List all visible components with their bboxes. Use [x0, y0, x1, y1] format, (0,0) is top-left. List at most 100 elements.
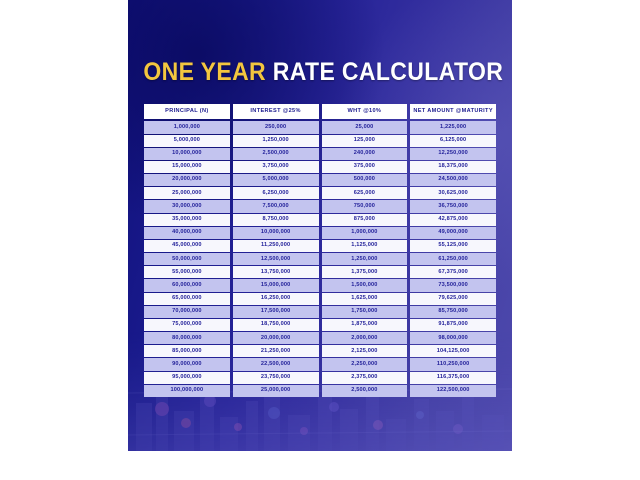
- table-row: 100,000,000 25,000,000 2,500,000 122,500…: [144, 384, 496, 397]
- cell-interest: 10,000,000: [232, 226, 319, 239]
- cell-net-amount: 91,875,000: [410, 318, 496, 332]
- cell-principal: 35,000,000: [144, 213, 230, 226]
- rate-table: PRINCIPAL (N) INTEREST @25% WHT @10% NET…: [144, 104, 496, 398]
- cell-net-amount: 104,125,000: [410, 345, 496, 358]
- cell-net-amount: 18,375,000: [410, 160, 496, 174]
- cell-wht: 1,000,000: [321, 226, 408, 239]
- table-row: 25,000,000 6,250,000 625,000 30,625,000: [144, 187, 496, 200]
- cell-net-amount: 30,625,000: [410, 187, 496, 200]
- cell-interest: 18,750,000: [232, 318, 319, 332]
- page-title-highlight: ONE YEAR: [143, 58, 267, 86]
- table-row: 40,000,000 10,000,000 1,000,000 49,000,0…: [144, 226, 496, 239]
- table-row: 20,000,000 5,000,000 500,000 24,500,000: [144, 174, 496, 187]
- cell-net-amount: 42,875,000: [410, 213, 496, 226]
- cell-net-amount: 110,250,000: [410, 358, 496, 371]
- table-row: 75,000,000 18,750,000 1,875,000 91,875,0…: [144, 318, 496, 332]
- page-title: ONE YEAR RATE CALCULATOR: [143, 58, 502, 86]
- cell-wht: 25,000: [321, 121, 408, 134]
- cell-interest: 11,250,000: [232, 239, 319, 253]
- cell-interest: 2,500,000: [232, 147, 319, 160]
- cell-wht: 500,000: [321, 174, 408, 187]
- cell-principal: 65,000,000: [144, 292, 230, 305]
- table-row: 90,000,000 22,500,000 2,250,000 110,250,…: [144, 358, 496, 371]
- table-row: 95,000,000 23,750,000 2,375,000 116,375,…: [144, 371, 496, 384]
- cell-wht: 875,000: [321, 213, 408, 226]
- cell-wht: 2,000,000: [321, 332, 408, 345]
- cell-net-amount: 67,375,000: [410, 266, 496, 279]
- cell-interest: 22,500,000: [232, 358, 319, 371]
- cell-principal: 55,000,000: [144, 266, 230, 279]
- table-row: 80,000,000 20,000,000 2,000,000 98,000,0…: [144, 332, 496, 345]
- column-header-wht: WHT @10%: [321, 104, 408, 120]
- cell-wht: 125,000: [321, 134, 408, 147]
- cell-principal: 30,000,000: [144, 200, 230, 213]
- cell-interest: 7,500,000: [232, 200, 319, 213]
- cell-interest: 12,500,000: [232, 253, 319, 266]
- cell-wht: 1,375,000: [321, 266, 408, 279]
- table-header-row: PRINCIPAL (N) INTEREST @25% WHT @10% NET…: [144, 104, 496, 120]
- cell-principal: 25,000,000: [144, 187, 230, 200]
- table-row: 65,000,000 16,250,000 1,625,000 79,625,0…: [144, 292, 496, 305]
- cell-principal: 95,000,000: [144, 371, 230, 384]
- cell-interest: 3,750,000: [232, 160, 319, 174]
- page-title-rest: RATE CALCULATOR: [272, 58, 504, 86]
- cell-interest: 1,250,000: [232, 134, 319, 147]
- cell-net-amount: 79,625,000: [410, 292, 496, 305]
- cell-wht: 2,375,000: [321, 371, 408, 384]
- cell-net-amount: 73,500,000: [410, 279, 496, 292]
- cell-net-amount: 24,500,000: [410, 174, 496, 187]
- cell-net-amount: 49,000,000: [410, 226, 496, 239]
- cell-interest: 250,000: [232, 121, 319, 134]
- cell-interest: 21,250,000: [232, 345, 319, 358]
- cell-wht: 2,500,000: [321, 384, 408, 397]
- cell-principal: 5,000,000: [144, 134, 230, 147]
- cell-net-amount: 98,000,000: [410, 332, 496, 345]
- cell-interest: 15,000,000: [232, 279, 319, 292]
- table-row: 55,000,000 13,750,000 1,375,000 67,375,0…: [144, 266, 496, 279]
- cell-principal: 90,000,000: [144, 358, 230, 371]
- cell-wht: 375,000: [321, 160, 408, 174]
- rate-calculator-poster: ONE YEAR RATE CALCULATOR PRINCIPAL (N) I…: [128, 0, 512, 451]
- cell-wht: 1,875,000: [321, 318, 408, 332]
- cell-wht: 1,750,000: [321, 305, 408, 318]
- cell-principal: 1,000,000: [144, 121, 230, 134]
- cell-interest: 20,000,000: [232, 332, 319, 345]
- table-row: 70,000,000 17,500,000 1,750,000 85,750,0…: [144, 305, 496, 318]
- cell-principal: 100,000,000: [144, 384, 230, 397]
- cell-interest: 17,500,000: [232, 305, 319, 318]
- cell-interest: 16,250,000: [232, 292, 319, 305]
- cell-wht: 1,125,000: [321, 239, 408, 253]
- table-row: 85,000,000 21,250,000 2,125,000 104,125,…: [144, 345, 496, 358]
- cell-principal: 85,000,000: [144, 345, 230, 358]
- table-row: 45,000,000 11,250,000 1,125,000 55,125,0…: [144, 239, 496, 253]
- cell-principal: 40,000,000: [144, 226, 230, 239]
- cell-principal: 10,000,000: [144, 147, 230, 160]
- column-header-net-amount: NET AMOUNT @MATURITY: [410, 104, 496, 120]
- column-header-principal: PRINCIPAL (N): [144, 104, 230, 120]
- table-row: 30,000,000 7,500,000 750,000 36,750,000: [144, 200, 496, 213]
- table-row: 50,000,000 12,500,000 1,250,000 61,250,0…: [144, 253, 496, 266]
- cell-principal: 50,000,000: [144, 253, 230, 266]
- cell-principal: 70,000,000: [144, 305, 230, 318]
- cell-principal: 60,000,000: [144, 279, 230, 292]
- table-row: 10,000,000 2,500,000 240,000 12,250,000: [144, 147, 496, 160]
- cell-net-amount: 12,250,000: [410, 147, 496, 160]
- cell-interest: 23,750,000: [232, 371, 319, 384]
- cell-net-amount: 36,750,000: [410, 200, 496, 213]
- table-row: 35,000,000 8,750,000 875,000 42,875,000: [144, 213, 496, 226]
- cell-principal: 20,000,000: [144, 174, 230, 187]
- cell-net-amount: 1,225,000: [410, 121, 496, 134]
- cell-wht: 2,125,000: [321, 345, 408, 358]
- cell-net-amount: 85,750,000: [410, 305, 496, 318]
- cell-interest: 13,750,000: [232, 266, 319, 279]
- cell-net-amount: 122,500,000: [410, 384, 496, 397]
- table-row: 15,000,000 3,750,000 375,000 18,375,000: [144, 160, 496, 174]
- cell-net-amount: 55,125,000: [410, 239, 496, 253]
- cell-wht: 1,250,000: [321, 253, 408, 266]
- cell-principal: 45,000,000: [144, 239, 230, 253]
- cell-principal: 75,000,000: [144, 318, 230, 332]
- cell-wht: 625,000: [321, 187, 408, 200]
- cell-wht: 750,000: [321, 200, 408, 213]
- cell-interest: 5,000,000: [232, 174, 319, 187]
